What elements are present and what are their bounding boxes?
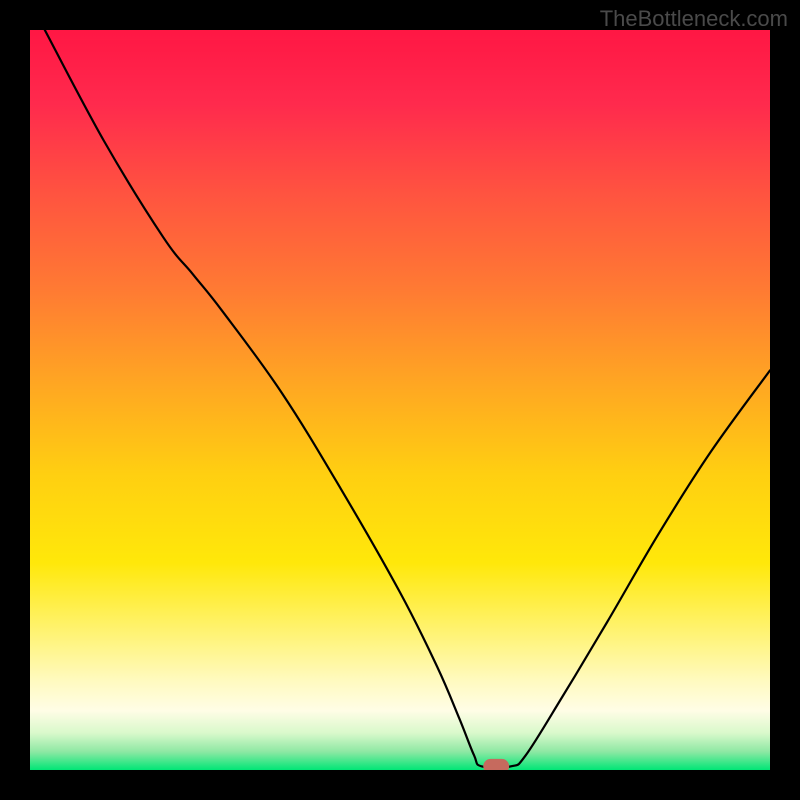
chart-plot-area bbox=[30, 30, 770, 770]
bottleneck-chart bbox=[30, 30, 770, 770]
watermark-text: TheBottleneck.com bbox=[600, 6, 788, 32]
